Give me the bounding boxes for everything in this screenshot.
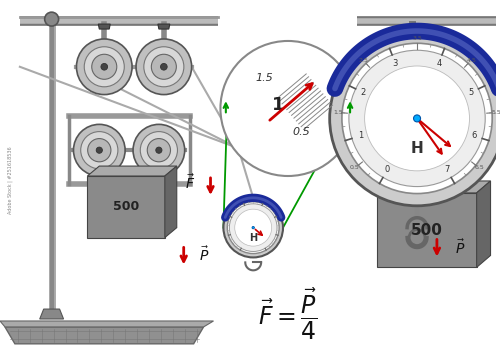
- Circle shape: [230, 204, 277, 251]
- Polygon shape: [378, 181, 490, 193]
- Circle shape: [152, 54, 176, 79]
- Circle shape: [160, 63, 167, 70]
- Circle shape: [88, 138, 111, 162]
- Circle shape: [76, 39, 132, 95]
- Text: 5.5: 5.5: [492, 110, 500, 115]
- Circle shape: [133, 124, 184, 176]
- Text: 7: 7: [444, 165, 450, 175]
- Circle shape: [136, 39, 192, 95]
- Circle shape: [148, 138, 171, 162]
- Circle shape: [364, 66, 470, 171]
- Polygon shape: [158, 24, 170, 29]
- Circle shape: [342, 43, 492, 194]
- Circle shape: [101, 63, 107, 70]
- Text: 3: 3: [392, 59, 398, 68]
- Circle shape: [96, 147, 102, 153]
- Text: H: H: [410, 142, 424, 156]
- Circle shape: [44, 12, 59, 26]
- Text: 4.5: 4.5: [466, 58, 476, 63]
- Text: 1.5: 1.5: [256, 73, 273, 83]
- Polygon shape: [5, 327, 203, 344]
- Circle shape: [140, 132, 177, 169]
- Text: Adobe Stock | #251618536: Adobe Stock | #251618536: [7, 146, 12, 214]
- Circle shape: [156, 147, 162, 153]
- Polygon shape: [88, 176, 165, 238]
- Text: 5: 5: [468, 88, 473, 97]
- Circle shape: [330, 31, 500, 206]
- Text: 1.5: 1.5: [333, 110, 342, 115]
- Text: 4: 4: [436, 59, 442, 68]
- Text: 6: 6: [471, 131, 476, 141]
- Text: 2: 2: [361, 88, 366, 97]
- Text: 500: 500: [113, 200, 139, 213]
- Text: $\vec{F}$: $\vec{F}$: [186, 174, 196, 192]
- Text: 0.5: 0.5: [292, 127, 310, 137]
- Text: 0.5: 0.5: [350, 165, 360, 171]
- Text: $\vec{F} = \dfrac{\vec{P}}{4}$: $\vec{F} = \dfrac{\vec{P}}{4}$: [258, 286, 318, 342]
- Circle shape: [252, 227, 254, 229]
- Polygon shape: [88, 166, 176, 176]
- Text: 2.5: 2.5: [358, 58, 368, 63]
- Text: 0: 0: [384, 165, 390, 175]
- Circle shape: [92, 54, 117, 79]
- Text: H: H: [249, 233, 258, 243]
- Circle shape: [80, 132, 118, 169]
- Circle shape: [144, 47, 184, 87]
- Polygon shape: [0, 321, 214, 327]
- Polygon shape: [40, 309, 64, 319]
- Text: 1: 1: [272, 96, 284, 114]
- Text: 6.5: 6.5: [474, 165, 484, 171]
- Circle shape: [349, 50, 485, 187]
- Text: 1: 1: [358, 131, 363, 141]
- Circle shape: [224, 198, 283, 257]
- Text: 3.5: 3.5: [412, 36, 422, 41]
- Circle shape: [84, 47, 124, 87]
- Polygon shape: [98, 24, 110, 29]
- Text: 500: 500: [411, 223, 443, 238]
- Circle shape: [74, 124, 125, 176]
- Circle shape: [414, 115, 420, 122]
- Text: $\vec{P}$: $\vec{P}$: [198, 245, 209, 264]
- Circle shape: [228, 202, 279, 253]
- Polygon shape: [378, 193, 476, 267]
- Polygon shape: [476, 181, 490, 267]
- Text: $\vec{P}$: $\vec{P}$: [455, 238, 465, 257]
- Circle shape: [220, 41, 356, 176]
- Polygon shape: [165, 166, 176, 238]
- Circle shape: [234, 209, 272, 246]
